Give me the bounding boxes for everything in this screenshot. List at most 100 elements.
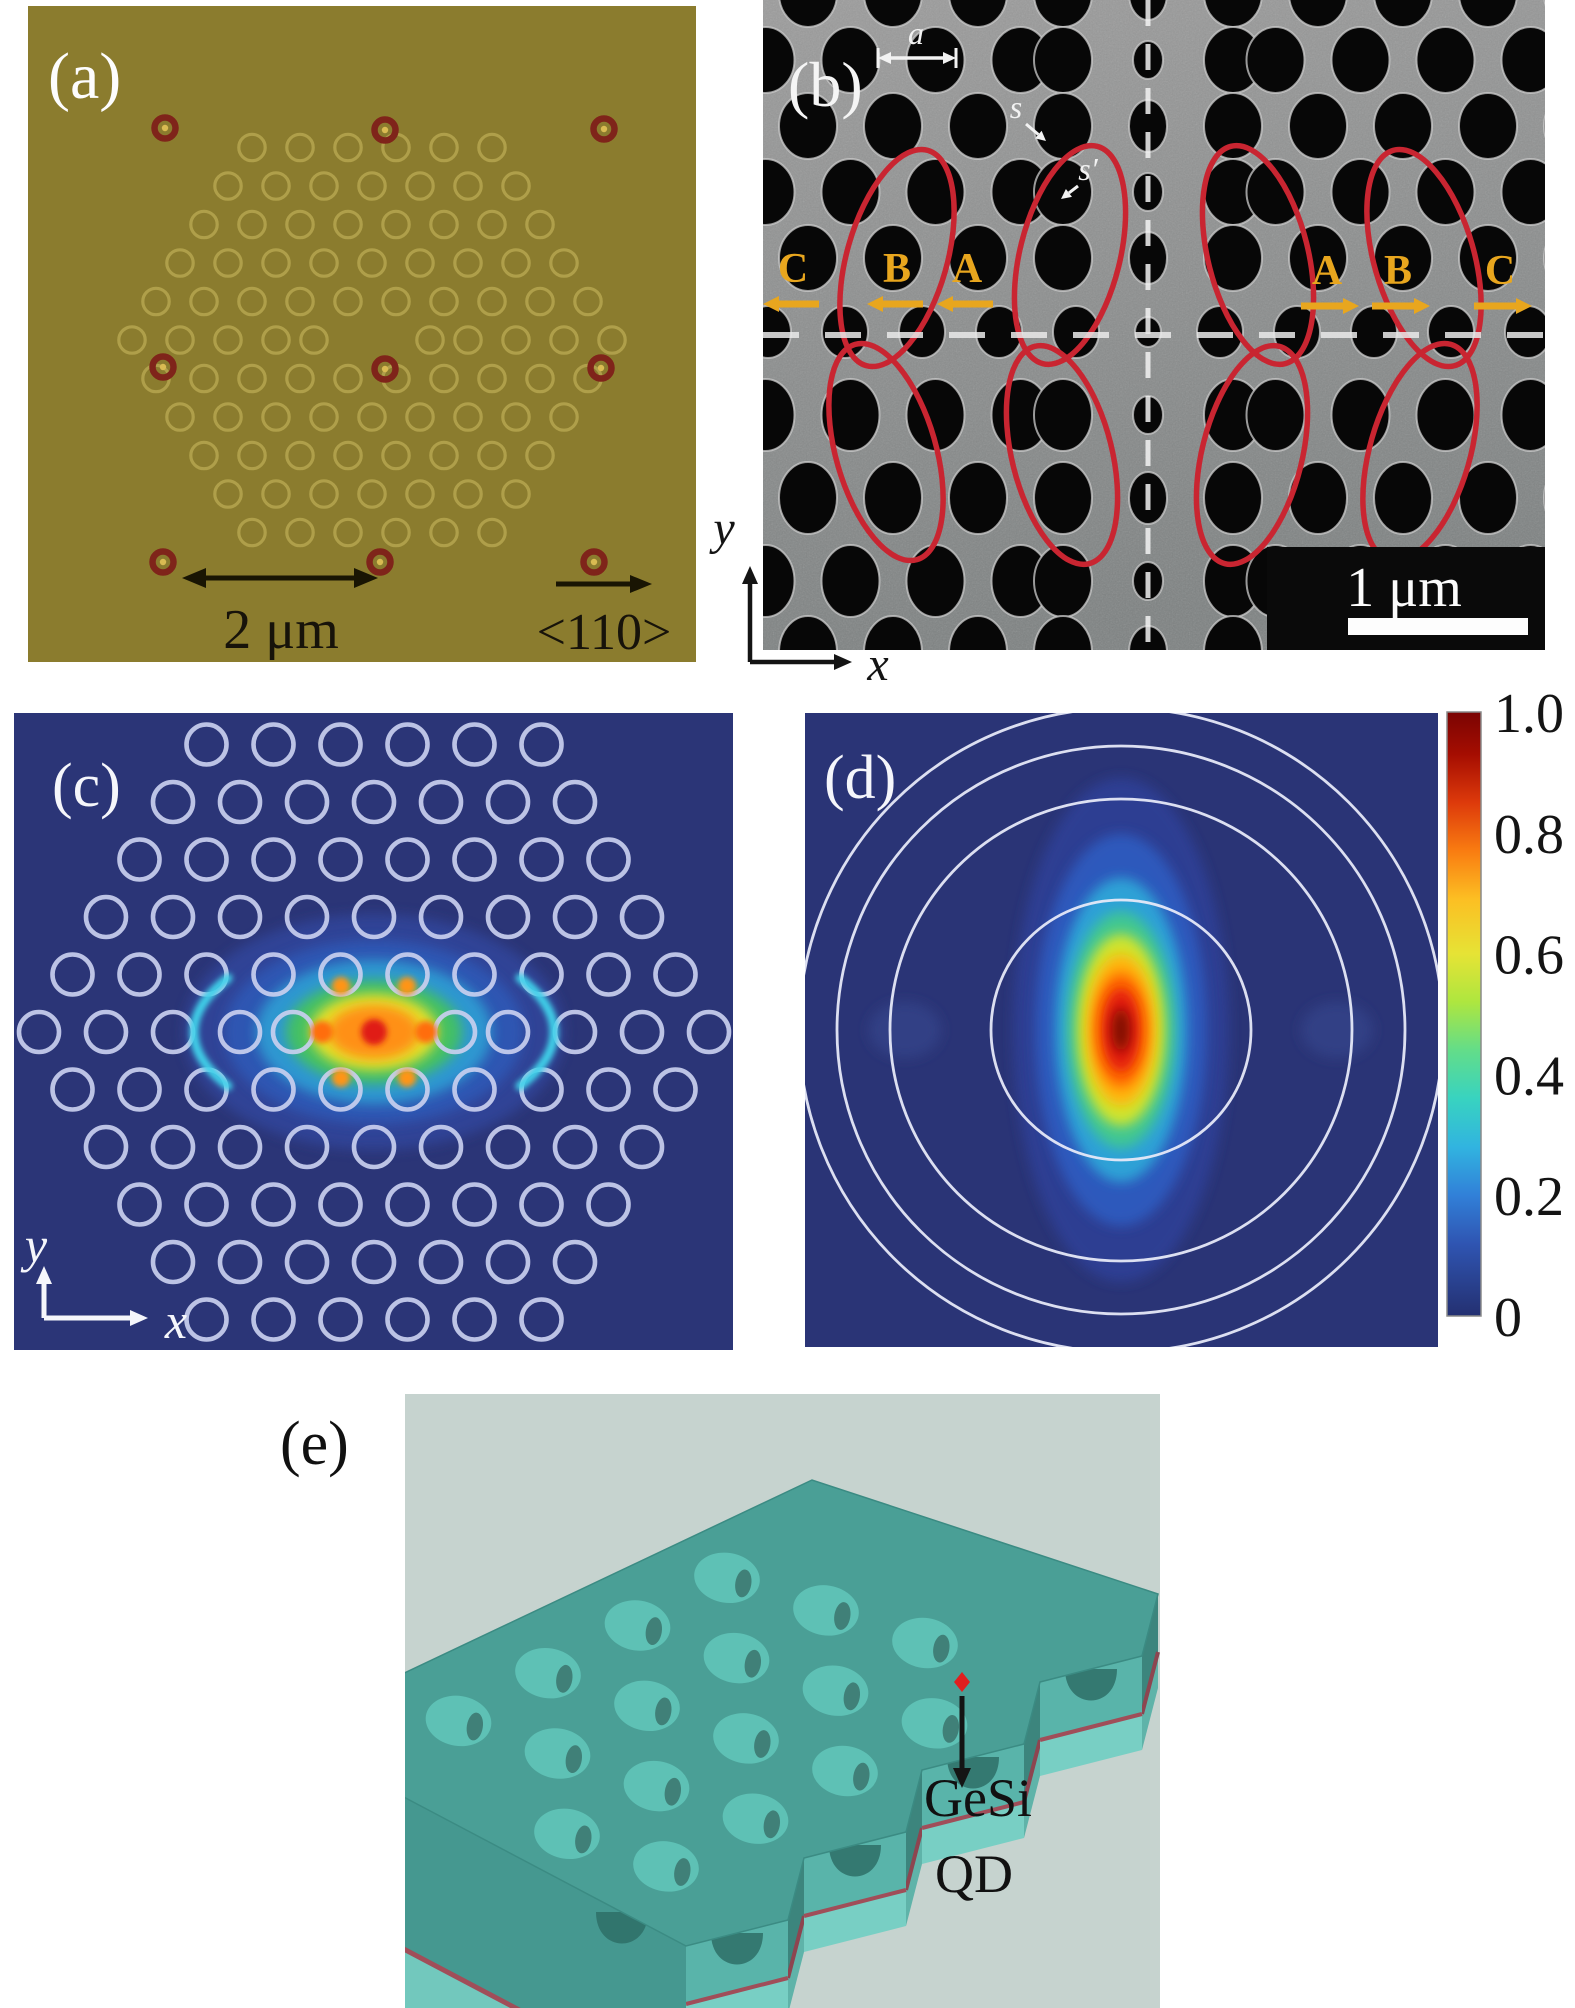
sem-hole xyxy=(1458,0,1518,28)
photonic-hole-ring xyxy=(452,837,497,882)
photonic-hole-ring xyxy=(357,479,387,509)
sem-hole xyxy=(1203,224,1263,292)
photonic-hole-ring xyxy=(351,1239,397,1285)
photonic-hole-ring xyxy=(184,722,229,767)
photonic-hole-ring xyxy=(251,1067,296,1112)
photonic-hole-ring xyxy=(501,171,531,201)
sem-hole xyxy=(820,378,881,452)
photonic-hole-ring xyxy=(251,837,296,882)
photonic-hole-ring xyxy=(519,837,564,882)
sem-hole xyxy=(1543,0,1545,7)
photonic-hole-ring xyxy=(452,1297,497,1342)
photonic-hole-ring xyxy=(333,363,363,394)
sem-hole xyxy=(1033,461,1093,535)
sem-hole xyxy=(1458,92,1518,160)
photonic-hole-ring xyxy=(477,132,507,163)
photonic-hole-ring xyxy=(477,209,507,240)
photonic-hole-ring xyxy=(237,363,267,394)
photonic-hole-ring xyxy=(285,363,315,394)
photonic-hole-ring xyxy=(237,517,267,548)
panel-c-lattice xyxy=(16,722,732,1342)
photonic-hole-ring xyxy=(429,517,459,548)
photonic-hole-ring xyxy=(686,1009,732,1055)
sem-hole xyxy=(905,26,966,94)
photonic-hole-ring xyxy=(117,837,162,882)
photonic-hole-ring xyxy=(552,1239,598,1285)
hole-shift-letter-left: B xyxy=(883,246,911,292)
photonic-hole-ring xyxy=(309,248,339,278)
photonic-hole-ring xyxy=(429,363,459,394)
photonic-hole-ring xyxy=(318,1297,363,1342)
panel-c-y-axis-label: y xyxy=(20,1217,48,1273)
photonic-hole-ring xyxy=(385,837,430,882)
alignment-marker xyxy=(587,354,615,382)
sem-hole xyxy=(948,461,1008,535)
panel-c-axes xyxy=(36,1266,148,1326)
sem-hole xyxy=(1033,615,1093,650)
qd-layer-line xyxy=(803,1888,907,1918)
photonic-hole-ring xyxy=(549,325,579,355)
photonic-hole-ring xyxy=(213,479,243,509)
photonic-hole-ring xyxy=(318,722,363,767)
photonic-hole-ring xyxy=(453,248,483,278)
colorbar-tick: 0 xyxy=(1494,1287,1522,1349)
photonic-hole-ring xyxy=(141,286,171,317)
photonic-hole-ring xyxy=(50,952,95,997)
sem-hole xyxy=(1415,26,1476,94)
photonic-hole-ring xyxy=(213,325,243,355)
panel-a-lattice xyxy=(117,132,627,548)
sem-hole xyxy=(1373,92,1433,160)
photonic-hole-ring xyxy=(381,440,411,471)
qd-annotation-line1: GeSi xyxy=(924,1768,1032,1828)
photonic-hole-ring xyxy=(405,402,435,432)
qd-layer-line xyxy=(405,1946,521,2008)
photonic-hole-ring xyxy=(351,1124,397,1170)
photonic-hole-ring xyxy=(653,1067,698,1112)
alignment-marker xyxy=(149,548,177,576)
photonic-hole-ring xyxy=(309,479,339,509)
panel-d-label: (d) xyxy=(824,744,896,812)
photonic-hole-ring xyxy=(549,402,579,432)
photonic-hole-ring xyxy=(309,171,339,201)
photonic-hole-ring xyxy=(189,440,219,471)
farfield-angle-circle xyxy=(835,744,1407,1316)
photonic-hole-ring xyxy=(501,402,531,432)
photonic-hole-ring xyxy=(165,402,195,432)
photonic-hole-ring xyxy=(357,402,387,432)
photonic-hole-ring xyxy=(165,248,195,278)
photonic-hole-ring xyxy=(284,779,330,825)
photonic-hole-ring xyxy=(213,248,243,278)
sem-hole xyxy=(905,544,966,618)
hole-shift-letter-left: C xyxy=(778,246,808,292)
sem-hole xyxy=(1415,378,1476,452)
mode-field-hotspots xyxy=(189,973,559,1091)
hole-shift-letter-right: B xyxy=(1384,248,1412,294)
photonic-hole-ring xyxy=(117,1182,162,1227)
sem-hole xyxy=(863,0,923,28)
photonic-hole-ring xyxy=(418,779,464,825)
sem-hole xyxy=(863,92,923,160)
photonic-hole-ring xyxy=(261,479,291,509)
qd-layer-line xyxy=(685,1976,789,2006)
photonic-hole-ring xyxy=(83,1124,129,1170)
sem-hole xyxy=(1288,92,1348,160)
sem-hole xyxy=(778,92,838,160)
photonic-hole-ring xyxy=(251,1182,296,1227)
hole-shift-letter-right: C xyxy=(1485,248,1515,294)
sem-hole xyxy=(1543,113,1545,139)
hole-shift-letter-left: A xyxy=(952,246,983,292)
photonic-hole-ring xyxy=(357,171,387,201)
photonic-hole-ring xyxy=(333,517,363,548)
photonic-hole-ring xyxy=(381,286,411,317)
panel-b-label: (b) xyxy=(788,49,863,120)
photonic-hole-ring xyxy=(318,1182,363,1227)
photonic-hole-ring xyxy=(217,894,263,940)
sem-hole xyxy=(1245,26,1306,94)
photonic-hole-ring xyxy=(519,722,564,767)
photonic-hole-ring xyxy=(573,286,603,317)
shifted-hole-pair-ellipse xyxy=(837,146,957,370)
photonic-hole-ring xyxy=(385,1182,430,1227)
photonic-hole-ring xyxy=(453,479,483,509)
